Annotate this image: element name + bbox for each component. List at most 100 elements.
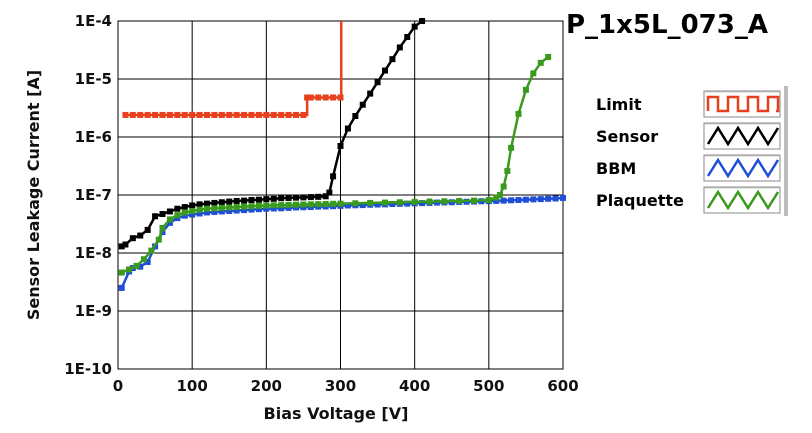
data-point-plaquette bbox=[155, 236, 162, 243]
data-point-sensor bbox=[166, 208, 173, 215]
data-point-plaquette bbox=[196, 206, 203, 213]
data-point-bbm bbox=[211, 208, 218, 215]
data-point-plaquette bbox=[248, 203, 255, 210]
data-point-bbm bbox=[537, 196, 544, 203]
data-point-limit bbox=[304, 94, 311, 101]
data-point-limit bbox=[293, 111, 299, 118]
data-point-limit bbox=[144, 111, 151, 118]
data-point-limit bbox=[285, 111, 292, 118]
data-point-sensor bbox=[159, 211, 166, 218]
data-point-plaquette bbox=[522, 86, 529, 93]
data-point-sensor bbox=[352, 113, 359, 120]
legend-swatch-plaquette bbox=[703, 186, 781, 214]
data-point-sensor bbox=[330, 173, 337, 180]
data-point-sensor bbox=[137, 232, 144, 239]
data-point-bbm bbox=[359, 202, 366, 209]
x-tick-label: 0 bbox=[113, 377, 123, 395]
data-point-plaquette bbox=[315, 201, 322, 208]
legend-label-bbm: BBM bbox=[596, 159, 636, 178]
chart-title: P_1x5L_073_A bbox=[566, 10, 768, 40]
data-point-limit bbox=[166, 111, 173, 118]
data-point-bbm bbox=[374, 201, 381, 208]
data-point-plaquette bbox=[148, 247, 155, 254]
y-tick-label: 1E-5 bbox=[75, 70, 112, 88]
data-point-sensor bbox=[337, 142, 344, 149]
data-point-bbm bbox=[419, 200, 426, 207]
data-point-bbm bbox=[137, 263, 144, 270]
data-point-limit bbox=[159, 111, 166, 118]
y-tick-label: 1E-10 bbox=[64, 360, 112, 378]
data-point-plaquette bbox=[159, 224, 166, 231]
data-point-sensor bbox=[382, 67, 388, 74]
data-point-bbm bbox=[545, 195, 552, 202]
data-point-sensor bbox=[389, 56, 396, 63]
data-point-plaquette bbox=[126, 266, 133, 273]
data-point-bbm bbox=[196, 210, 203, 217]
data-point-limit bbox=[211, 111, 218, 118]
data-point-sensor bbox=[152, 213, 159, 220]
data-point-limit bbox=[196, 111, 203, 118]
data-point-bbm bbox=[255, 206, 262, 213]
data-point-plaquette bbox=[426, 198, 433, 205]
data-point-plaquette bbox=[515, 110, 522, 117]
data-point-plaquette bbox=[218, 204, 225, 211]
series-group bbox=[118, 18, 566, 291]
data-point-sensor bbox=[300, 194, 307, 201]
data-point-sensor bbox=[255, 196, 262, 203]
data-point-limit bbox=[189, 111, 196, 118]
data-point-limit bbox=[278, 111, 285, 118]
data-point-plaquette bbox=[118, 269, 125, 276]
data-point-plaquette bbox=[504, 167, 511, 174]
data-point-limit bbox=[122, 111, 129, 118]
data-point-bbm bbox=[270, 205, 277, 212]
data-point-sensor bbox=[263, 196, 270, 203]
data-point-sensor bbox=[411, 23, 418, 30]
data-point-limit bbox=[204, 111, 210, 118]
data-point-limit bbox=[152, 111, 159, 118]
data-point-plaquette bbox=[181, 209, 188, 216]
legend-scrollbar bbox=[784, 86, 788, 216]
series-plaquette bbox=[118, 53, 552, 276]
legend-label-limit: Limit bbox=[596, 95, 642, 114]
data-point-sensor bbox=[189, 202, 196, 209]
data-point-plaquette bbox=[166, 216, 173, 223]
data-point-plaquette bbox=[396, 199, 403, 206]
data-point-bbm bbox=[515, 196, 522, 203]
data-point-sensor bbox=[118, 243, 125, 250]
data-point-bbm bbox=[118, 284, 125, 291]
data-point-bbm bbox=[552, 195, 559, 202]
data-point-sensor bbox=[204, 200, 210, 207]
data-point-plaquette bbox=[255, 202, 262, 209]
data-point-limit bbox=[241, 111, 248, 118]
data-point-plaquette bbox=[545, 53, 552, 60]
data-point-sensor bbox=[307, 194, 314, 201]
data-point-sensor bbox=[270, 195, 277, 202]
data-point-sensor bbox=[144, 226, 151, 233]
data-point-limit bbox=[226, 111, 233, 118]
data-point-sensor bbox=[218, 199, 225, 206]
data-point-plaquette bbox=[322, 200, 329, 207]
data-point-sensor bbox=[196, 201, 203, 208]
data-point-bbm bbox=[389, 200, 396, 207]
data-point-sensor bbox=[174, 205, 181, 212]
y-tick-label: 1E-6 bbox=[75, 128, 112, 146]
data-point-bbm bbox=[530, 196, 537, 203]
data-point-plaquette bbox=[330, 200, 337, 207]
data-point-limit bbox=[218, 111, 225, 118]
data-point-plaquette bbox=[367, 199, 374, 206]
data-point-limit bbox=[270, 111, 277, 118]
legend-swatch-bbm bbox=[703, 154, 781, 182]
data-point-sensor bbox=[122, 241, 129, 248]
data-point-sensor bbox=[326, 189, 333, 196]
data-point-sensor bbox=[181, 204, 188, 211]
data-point-limit bbox=[337, 94, 344, 101]
data-point-bbm bbox=[500, 197, 507, 204]
series-sensor bbox=[118, 18, 426, 250]
series-limit bbox=[122, 21, 344, 118]
data-point-plaquette bbox=[241, 203, 248, 210]
data-point-sensor bbox=[404, 33, 411, 40]
data-point-sensor bbox=[315, 193, 322, 200]
data-point-limit bbox=[174, 111, 181, 118]
data-point-bbm bbox=[166, 219, 173, 226]
data-point-plaquette bbox=[189, 207, 196, 214]
